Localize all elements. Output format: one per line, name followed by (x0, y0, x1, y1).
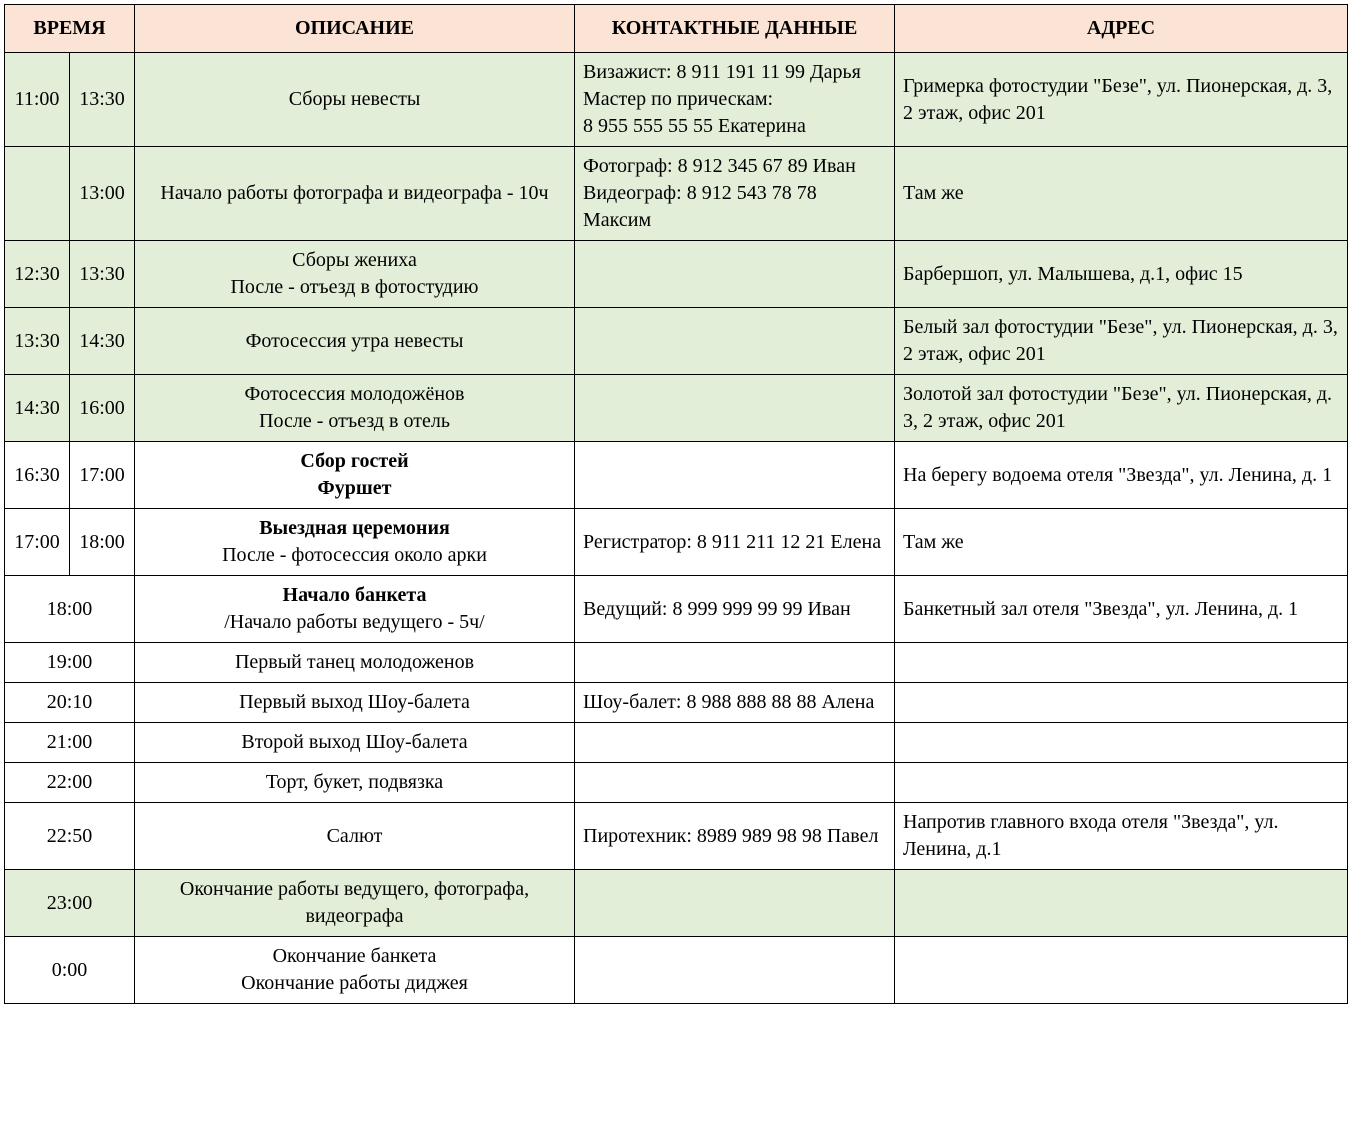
description-cell: Второй выход Шоу-балета (135, 723, 575, 763)
address-cell (895, 870, 1348, 937)
time-merged: 0:00 (5, 937, 135, 1004)
time-end: 13:30 (70, 241, 135, 308)
table-row: 19:00 Первый танец молодоженов (5, 643, 1348, 683)
address-cell (895, 763, 1348, 803)
table-row: 14:30 16:00 Фотосессия молодожёнов После… (5, 375, 1348, 442)
contact-cell (575, 723, 895, 763)
time-start: 17:00 (5, 509, 70, 576)
table-row: 11:00 13:30 Сборы невесты Визажист: 8 91… (5, 53, 1348, 147)
time-start (5, 147, 70, 241)
description-cell: Фотосессия молодожёнов После - отъезд в … (135, 375, 575, 442)
time-end: 13:30 (70, 53, 135, 147)
address-cell: Там же (895, 147, 1348, 241)
table-row: 13:00 Начало работы фотографа и видеогра… (5, 147, 1348, 241)
time-merged: 21:00 (5, 723, 135, 763)
time-merged: 18:00 (5, 576, 135, 643)
description-after: После - фотосессия около арки (222, 544, 487, 566)
contact-cell: Регистратор: 8 911 211 12 21 Елена (575, 509, 895, 576)
header-address: АДРЕС (895, 5, 1348, 53)
time-merged: 22:00 (5, 763, 135, 803)
contact-cell (575, 375, 895, 442)
table-row: 22:00 Торт, букет, подвязка (5, 763, 1348, 803)
table-row: 17:00 18:00 Выездная церемония После - ф… (5, 509, 1348, 576)
description-cell: Первый выход Шоу-балета (135, 683, 575, 723)
table-row: 13:30 14:30 Фотосессия утра невесты Белы… (5, 308, 1348, 375)
table-row: 21:00 Второй выход Шоу-балета (5, 723, 1348, 763)
table-row: 12:30 13:30 Сборы жениха После - отъезд … (5, 241, 1348, 308)
address-cell (895, 683, 1348, 723)
contact-cell: Фотограф: 8 912 345 67 89 Иван Видеограф… (575, 147, 895, 241)
header-contact: КОНТАКТНЫЕ ДАННЫЕ (575, 5, 895, 53)
description-cell: Первый танец молодоженов (135, 643, 575, 683)
time-merged: 23:00 (5, 870, 135, 937)
address-cell: На берегу водоема отеля "Звезда", ул. Ле… (895, 442, 1348, 509)
contact-cell: Визажист: 8 911 191 11 99 Дарья Мастер п… (575, 53, 895, 147)
header-row: ВРЕМЯ ОПИСАНИЕ КОНТАКТНЫЕ ДАННЫЕ АДРЕС (5, 5, 1348, 53)
time-end: 13:00 (70, 147, 135, 241)
address-cell: Барбершоп, ул. Малышева, д.1, офис 15 (895, 241, 1348, 308)
time-end: 16:00 (70, 375, 135, 442)
time-merged: 19:00 (5, 643, 135, 683)
table-row: 22:50 Салют Пиротехник: 8989 989 98 98 П… (5, 803, 1348, 870)
table-row: 0:00 Окончание банкета Окончание работы … (5, 937, 1348, 1004)
contact-cell (575, 870, 895, 937)
description-cell: Начало банкета /Начало работы ведущего -… (135, 576, 575, 643)
contact-cell (575, 937, 895, 1004)
table-row: 20:10 Первый выход Шоу-балета Шоу-балет:… (5, 683, 1348, 723)
address-cell: Гримерка фотостудии "Безе", ул. Пионерск… (895, 53, 1348, 147)
address-cell: Золотой зал фотостудии "Безе", ул. Пионе… (895, 375, 1348, 442)
header-time: ВРЕМЯ (5, 5, 135, 53)
description-cell: Выездная церемония После - фотосессия ок… (135, 509, 575, 576)
schedule-table: ВРЕМЯ ОПИСАНИЕ КОНТАКТНЫЕ ДАННЫЕ АДРЕС 1… (4, 4, 1348, 1004)
description-cell: Сбор гостей Фуршет (135, 442, 575, 509)
description-cell: Сборы невесты (135, 53, 575, 147)
description-cell: Сборы жениха После - отъезд в фотостудию (135, 241, 575, 308)
address-cell: Банкетный зал отеля "Звезда", ул. Ленина… (895, 576, 1348, 643)
table-row: 16:30 17:00 Сбор гостей Фуршет На берегу… (5, 442, 1348, 509)
address-cell (895, 937, 1348, 1004)
time-start: 14:30 (5, 375, 70, 442)
time-end: 14:30 (70, 308, 135, 375)
address-cell: Там же (895, 509, 1348, 576)
address-cell: Напротив главного входа отеля "Звезда", … (895, 803, 1348, 870)
contact-cell: Ведущий: 8 999 999 99 99 Иван (575, 576, 895, 643)
schedule-body: 11:00 13:30 Сборы невесты Визажист: 8 91… (5, 53, 1348, 1004)
contact-cell: Шоу-балет: 8 988 888 88 88 Алена (575, 683, 895, 723)
address-cell (895, 643, 1348, 683)
description-cell: Окончание работы ведущего, фотографа, ви… (135, 870, 575, 937)
contact-cell (575, 308, 895, 375)
contact-cell (575, 241, 895, 308)
time-merged: 20:10 (5, 683, 135, 723)
description-cell: Начало работы фотографа и видеографа - 1… (135, 147, 575, 241)
table-row: 18:00 Начало банкета /Начало работы веду… (5, 576, 1348, 643)
contact-cell (575, 763, 895, 803)
time-start: 16:30 (5, 442, 70, 509)
time-end: 17:00 (70, 442, 135, 509)
description-cell: Торт, букет, подвязка (135, 763, 575, 803)
time-start: 13:30 (5, 308, 70, 375)
address-cell: Белый зал фотостудии "Безе", ул. Пионерс… (895, 308, 1348, 375)
description-cell: Салют (135, 803, 575, 870)
contact-cell: Пиротехник: 8989 989 98 98 Павел (575, 803, 895, 870)
contact-cell (575, 442, 895, 509)
contact-cell (575, 643, 895, 683)
table-row: 23:00 Окончание работы ведущего, фотогра… (5, 870, 1348, 937)
time-merged: 22:50 (5, 803, 135, 870)
description-bold: Выездная церемония (259, 517, 450, 539)
time-start: 12:30 (5, 241, 70, 308)
address-cell (895, 723, 1348, 763)
description-after: /Начало работы ведущего - 5ч/ (224, 611, 485, 633)
time-start: 11:00 (5, 53, 70, 147)
description-cell: Окончание банкета Окончание работы дидже… (135, 937, 575, 1004)
header-description: ОПИСАНИЕ (135, 5, 575, 53)
time-end: 18:00 (70, 509, 135, 576)
description-cell: Фотосессия утра невесты (135, 308, 575, 375)
description-bold: Начало банкета (283, 584, 427, 606)
